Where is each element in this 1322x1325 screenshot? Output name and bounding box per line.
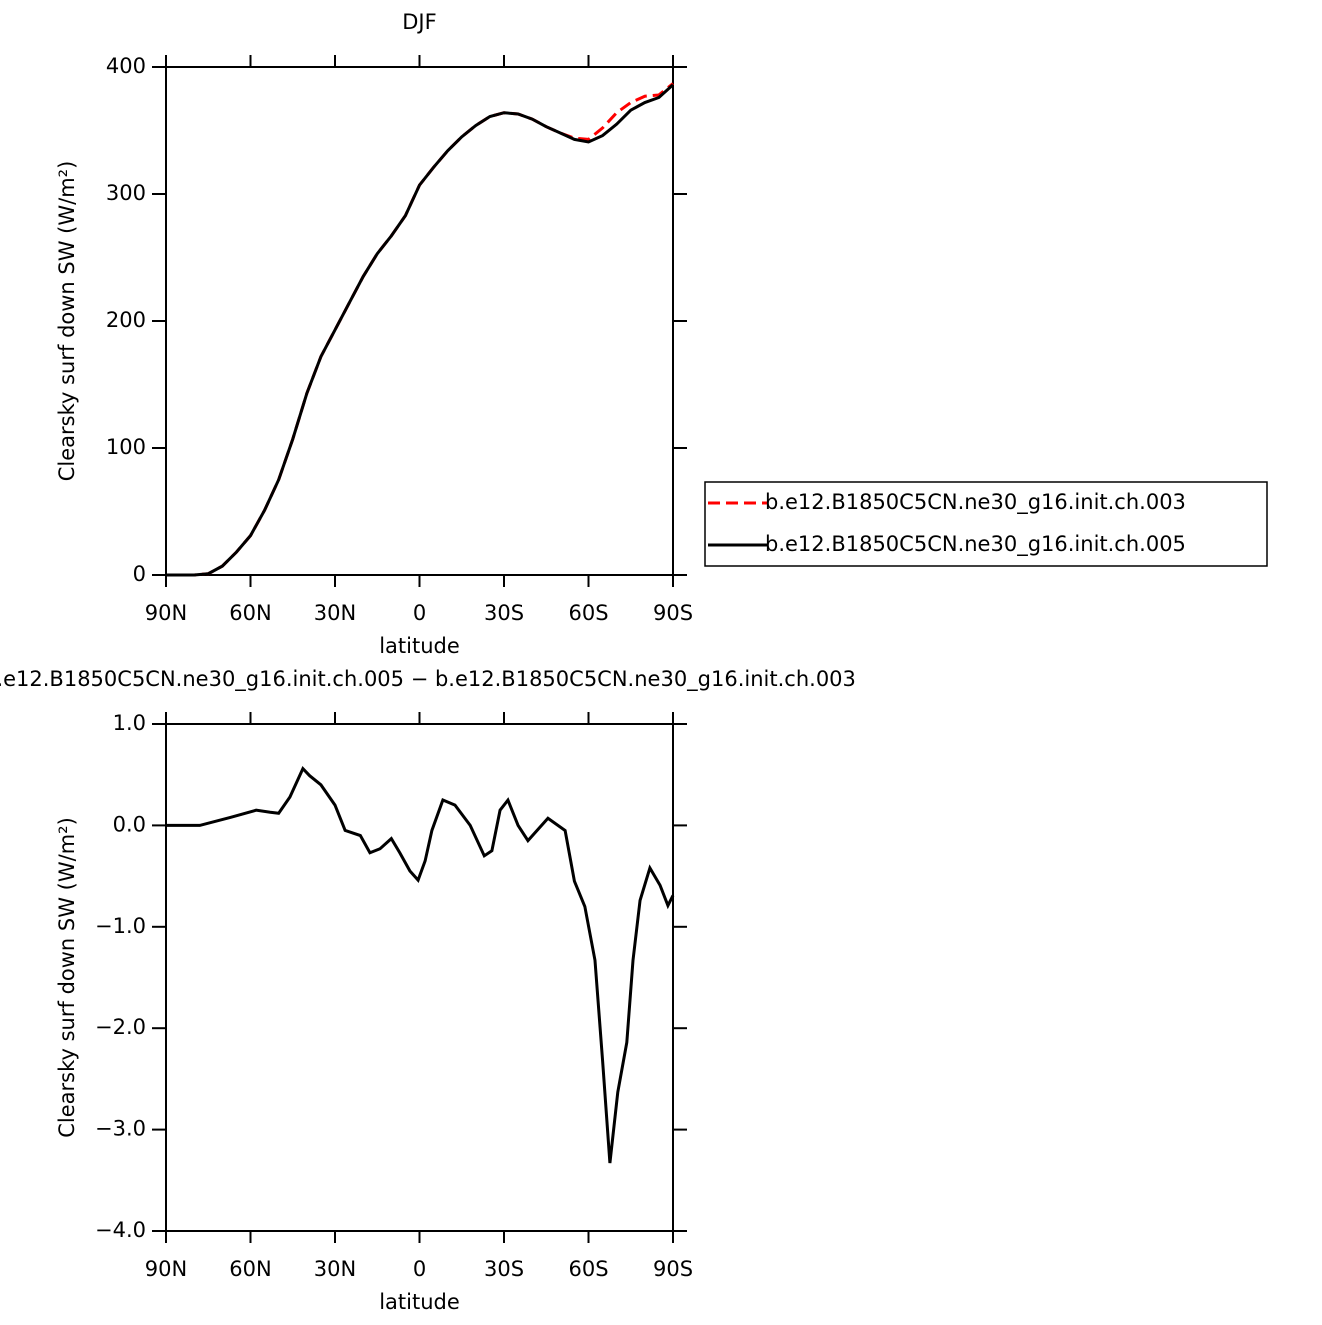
x-tick-label: 60N <box>229 1257 271 1281</box>
x-tick-label: 30N <box>314 1257 356 1281</box>
x-tick-label: 90N <box>145 1257 187 1281</box>
y-tick-label: 200 <box>106 308 146 332</box>
x-tick-label: 90S <box>653 601 693 625</box>
x-tick-label: 30S <box>484 1257 524 1281</box>
data-line <box>166 82 674 577</box>
legend-box <box>704 481 1268 567</box>
x-tick-label: 60S <box>568 1257 608 1281</box>
x-tick-label: 0 <box>413 1257 426 1281</box>
plot-frame <box>165 723 674 1232</box>
y-tick-label: 300 <box>106 181 146 205</box>
data-line <box>166 83 675 577</box>
y-tick-label: −4.0 <box>95 1218 146 1242</box>
y-tick-label: −1.0 <box>95 914 146 938</box>
x-axis-label: latitude <box>379 1290 460 1314</box>
x-tick-label: 90N <box>145 601 187 625</box>
y-axis-label: Clearsky surf down SW (W/m²) <box>55 817 79 1138</box>
x-tick-label: 60N <box>229 601 271 625</box>
legend-label: b.e12.B1850C5CN.ne30_g16.init.ch.003 <box>765 490 1186 515</box>
y-tick-label: −3.0 <box>95 1117 146 1141</box>
chart-title: DJF <box>402 10 436 34</box>
y-tick-label: 1.0 <box>113 711 146 735</box>
y-tick-label: 400 <box>106 54 146 78</box>
x-tick-label: 30N <box>314 601 356 625</box>
plot-frame <box>165 66 674 576</box>
x-tick-label: 60S <box>568 601 608 625</box>
x-tick-label: 0 <box>413 601 426 625</box>
legend-label: b.e12.B1850C5CN.ne30_g16.init.ch.005 <box>765 532 1186 557</box>
x-tick-label: 90S <box>653 1257 693 1281</box>
data-line <box>166 765 675 1164</box>
y-tick-label: 100 <box>106 435 146 459</box>
x-tick-label: 30S <box>484 601 524 625</box>
y-tick-label: 0 <box>133 562 146 586</box>
y-tick-label: −2.0 <box>95 1015 146 1039</box>
y-tick-label: 0.0 <box>113 812 146 836</box>
y-axis-label: Clearsky surf down SW (W/m²) <box>55 161 79 482</box>
chart-title: b.e12.B1850C5CN.ne30_g16.init.ch.005 − b… <box>0 667 856 692</box>
x-axis-label: latitude <box>379 634 460 658</box>
